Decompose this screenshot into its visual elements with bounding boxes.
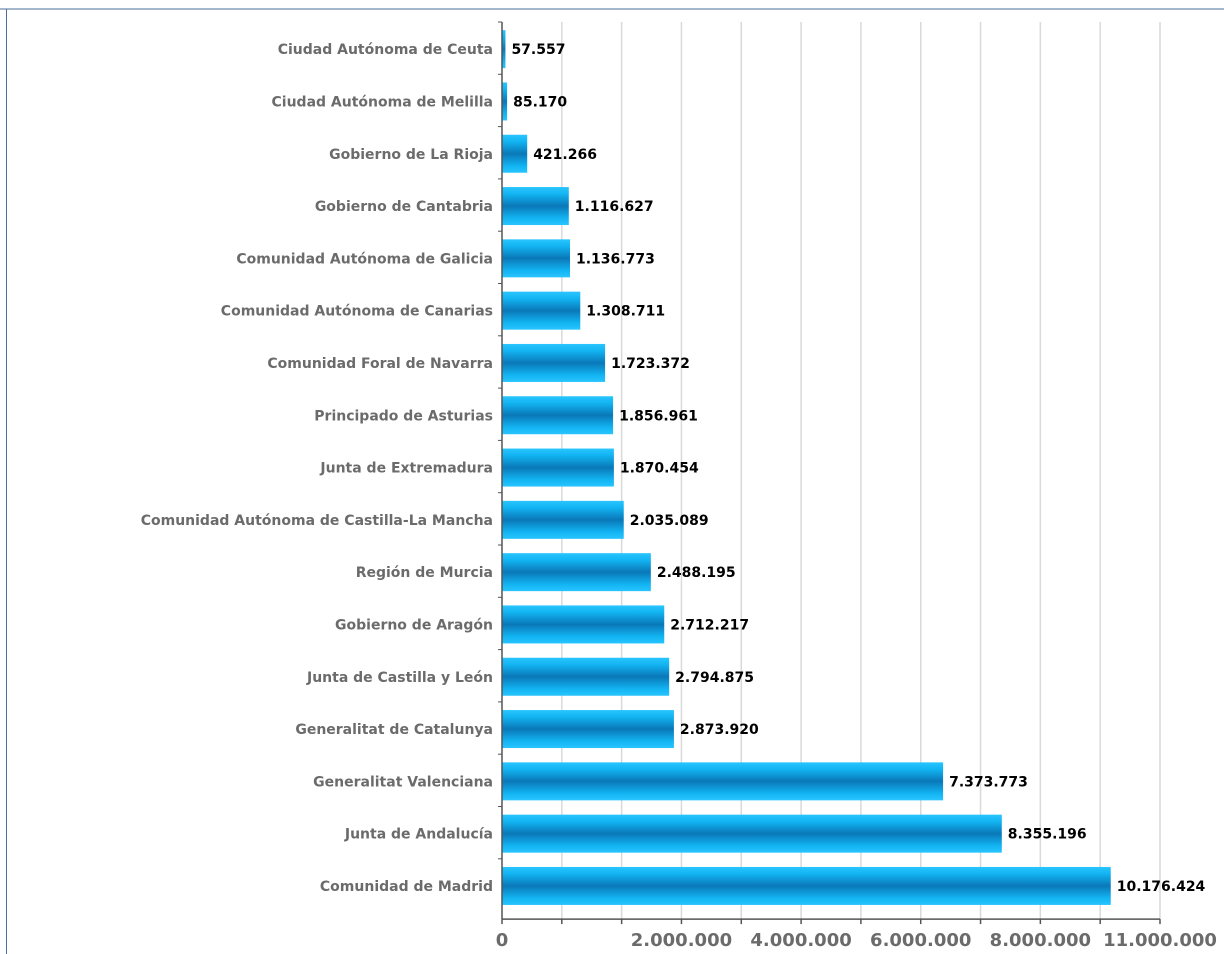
value-label: 2.873.920 bbox=[680, 722, 759, 738]
bar bbox=[502, 134, 528, 173]
value-label: 85.170 bbox=[513, 94, 567, 110]
category-label: Generalitat de Catalunya bbox=[295, 722, 493, 738]
bar bbox=[502, 605, 665, 644]
category-label: Comunidad Autónoma de Castilla-La Mancha bbox=[141, 513, 493, 529]
x-tick-label: 4.000.000 bbox=[750, 930, 851, 951]
value-labels: 57.557 85.170 421.266 1.116.627 1.136.773 1.3… bbox=[511, 42, 1205, 895]
category-label: Ciudad Autónoma de Ceuta bbox=[278, 42, 493, 58]
value-label: 8.355.196 bbox=[1008, 827, 1087, 843]
value-label: 10.176.424 bbox=[1117, 879, 1206, 895]
category-label: Comunidad de Madrid bbox=[320, 879, 493, 895]
value-label: 2.035.089 bbox=[630, 513, 709, 529]
x-tick-label: 2.000.000 bbox=[631, 930, 732, 951]
value-label: 2.712.217 bbox=[670, 617, 749, 633]
category-label: Comunidad Autónoma de Galicia bbox=[236, 251, 493, 267]
value-label: 57.557 bbox=[511, 42, 565, 58]
bar bbox=[502, 396, 614, 435]
category-label: Generalitat Valenciana bbox=[313, 774, 493, 790]
category-label: Ciudad Autónoma de Melilla bbox=[272, 94, 493, 110]
bar bbox=[502, 500, 624, 539]
value-label: 7.373.773 bbox=[949, 774, 1028, 790]
x-tick-label: 8.000.000 bbox=[990, 930, 1091, 951]
chart-border bbox=[0, 8, 1224, 954]
bar bbox=[502, 343, 606, 382]
category-label: Comunidad Autónoma de Canarias bbox=[221, 304, 493, 320]
category-label: Gobierno de La Rioja bbox=[329, 147, 493, 163]
category-label: Gobierno de Aragón bbox=[335, 617, 493, 633]
category-label: Comunidad Foral de Navarra bbox=[267, 356, 493, 372]
value-label: 1.308.711 bbox=[586, 304, 665, 320]
x-tick-label: 11.000.000 bbox=[1103, 930, 1217, 951]
bar bbox=[502, 553, 651, 592]
bar bbox=[502, 762, 944, 801]
bar bbox=[502, 82, 508, 121]
x-tick-label: 6.000.000 bbox=[870, 930, 971, 951]
bar bbox=[502, 657, 670, 696]
category-label: Junta de Andalucía bbox=[344, 827, 493, 843]
bar bbox=[502, 814, 1002, 853]
value-label: 2.488.195 bbox=[657, 565, 736, 581]
value-label: 1.723.372 bbox=[611, 356, 690, 372]
bars bbox=[502, 30, 1111, 905]
category-label: Junta de Castilla y León bbox=[306, 670, 493, 686]
x-tick-label: 0 bbox=[496, 930, 509, 951]
bar bbox=[502, 866, 1111, 905]
bar bbox=[502, 30, 506, 69]
category-labels: Ciudad Autónoma de Ceuta Ciudad Autónoma … bbox=[141, 42, 493, 895]
value-label: 1.856.961 bbox=[619, 408, 698, 424]
axes bbox=[498, 21, 1161, 925]
bar bbox=[502, 448, 614, 487]
value-label: 1.116.627 bbox=[575, 199, 654, 215]
category-label: Región de Murcia bbox=[356, 565, 493, 581]
x-tick-labels: 0 2.000.000 4.000.000 6.000.000 8.000.000 11.… bbox=[496, 930, 1217, 951]
value-label: 1.870.454 bbox=[620, 461, 699, 477]
value-label: 421.266 bbox=[533, 147, 597, 163]
value-label: 2.794.875 bbox=[675, 670, 754, 686]
gridlines bbox=[561, 22, 1161, 920]
bar bbox=[502, 291, 581, 330]
category-label: Gobierno de Cantabria bbox=[315, 199, 493, 215]
bar bbox=[502, 187, 569, 226]
bar bbox=[502, 710, 674, 749]
category-label: Junta de Extremadura bbox=[319, 461, 493, 477]
category-label: Principado de Asturias bbox=[314, 408, 493, 424]
value-label: 1.136.773 bbox=[576, 251, 655, 267]
bar bbox=[502, 239, 570, 278]
